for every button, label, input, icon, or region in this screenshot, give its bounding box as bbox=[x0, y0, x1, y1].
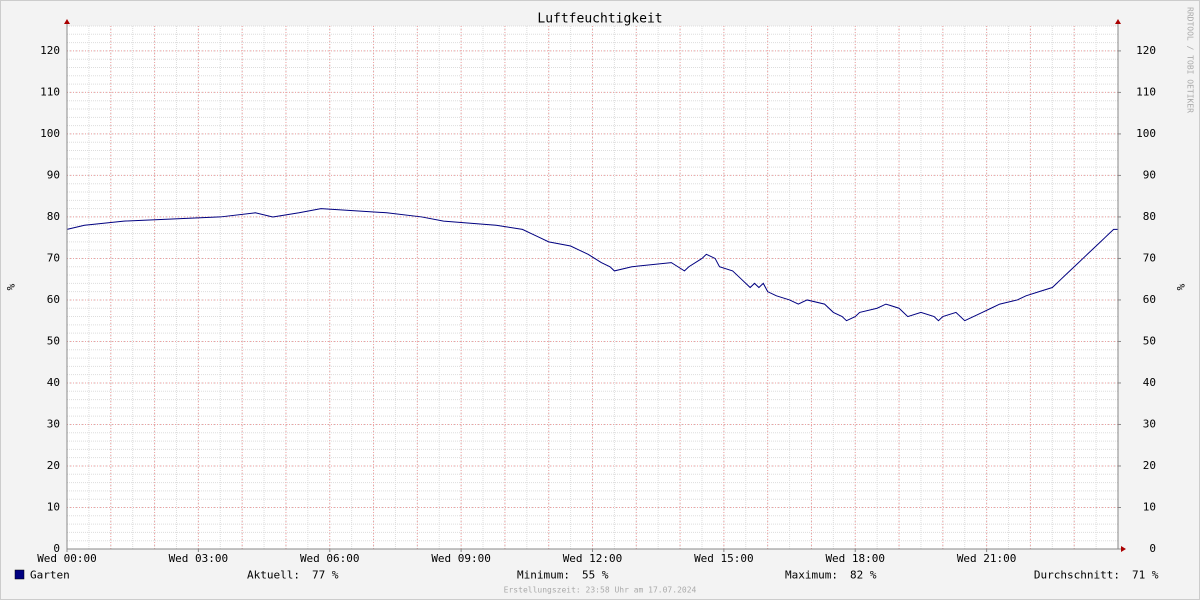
y2-tick-label: 10 bbox=[1143, 500, 1156, 513]
axis-arrow bbox=[1121, 546, 1126, 552]
y2-tick-label: 100 bbox=[1136, 127, 1156, 140]
axis-arrow bbox=[64, 19, 70, 24]
watermark: RRDTOOL / TOBI OETIKER bbox=[1186, 7, 1195, 113]
y2-tick-label: 70 bbox=[1143, 251, 1156, 264]
stat-label: Durchschnitt: bbox=[1034, 569, 1120, 582]
stat-value: 55 % bbox=[582, 569, 609, 582]
y2-tick-label: 50 bbox=[1143, 334, 1156, 347]
x-tick-label: Wed 18:00 bbox=[825, 552, 885, 565]
y2-tick-label: 60 bbox=[1143, 293, 1156, 306]
y-tick-label: 40 bbox=[47, 376, 60, 389]
y2-tick-label: 30 bbox=[1143, 417, 1156, 430]
x-tick-label: Wed 00:00 bbox=[37, 552, 97, 565]
stat-label: Minimum: bbox=[517, 569, 570, 582]
y2-tick-label: 20 bbox=[1143, 459, 1156, 472]
x-tick-label: Wed 21:00 bbox=[957, 552, 1017, 565]
y2-tick-label: 90 bbox=[1143, 168, 1156, 181]
stat-label: Maximum: bbox=[785, 569, 838, 582]
x-tick-label: Wed 06:00 bbox=[300, 552, 360, 565]
y-tick-label: 80 bbox=[47, 210, 60, 223]
legend-label: Garten bbox=[30, 569, 70, 582]
y2-tick-label: 110 bbox=[1136, 85, 1156, 98]
stat-value: 71 % bbox=[1132, 569, 1159, 582]
y2-tick-label: 80 bbox=[1143, 210, 1156, 223]
x-tick-label: Wed 03:00 bbox=[169, 552, 229, 565]
y-tick-label: 20 bbox=[47, 459, 60, 472]
y-tick-label: 60 bbox=[47, 293, 60, 306]
y-tick-label: 0 bbox=[53, 542, 60, 555]
y-tick-label: 10 bbox=[47, 500, 60, 513]
y2-tick-label: 120 bbox=[1136, 44, 1156, 57]
footer: Erstellungszeit: 23:58 Uhr am 17.07.2024 bbox=[504, 586, 697, 595]
y2-tick-label: 0 bbox=[1149, 542, 1156, 555]
y-axis-label: % bbox=[4, 284, 17, 291]
x-tick-label: Wed 12:00 bbox=[563, 552, 623, 565]
x-tick-label: Wed 09:00 bbox=[431, 552, 491, 565]
y-tick-label: 50 bbox=[47, 334, 60, 347]
y2-axis-label: % bbox=[1174, 284, 1187, 291]
y-tick-label: 120 bbox=[40, 44, 60, 57]
data-line bbox=[66, 208, 1118, 322]
y-tick-label: 70 bbox=[47, 251, 60, 264]
y-tick-label: 30 bbox=[47, 417, 60, 430]
chart-title: Luftfeuchtigkeit bbox=[537, 12, 662, 27]
x-tick-label: Wed 15:00 bbox=[694, 552, 754, 565]
stat-value: 82 % bbox=[850, 569, 877, 582]
marks bbox=[66, 208, 1118, 322]
y-tick-label: 90 bbox=[47, 168, 60, 181]
y-tick-label: 100 bbox=[40, 127, 60, 140]
stat-value: 77 % bbox=[312, 569, 339, 582]
legend-swatch bbox=[14, 569, 25, 580]
axis-arrow bbox=[1115, 19, 1121, 24]
y-tick-label: 110 bbox=[40, 85, 60, 98]
stat-label: Aktuell: bbox=[247, 569, 300, 582]
y2-tick-label: 40 bbox=[1143, 376, 1156, 389]
